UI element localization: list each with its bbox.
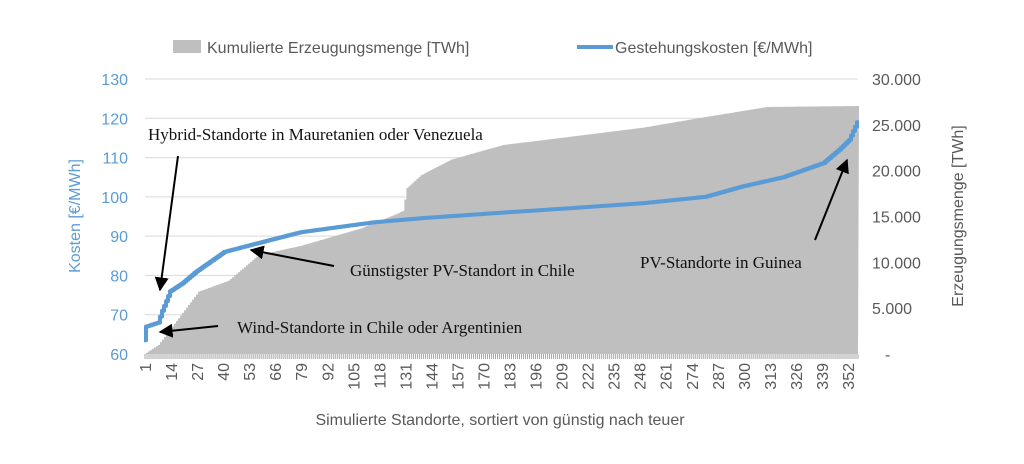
x-axis-tick-marks: [144, 354, 859, 359]
right-y-tick-label: 10.000: [872, 255, 921, 272]
left-y-tick-label: 90: [110, 229, 128, 246]
x-tick-label: 183: [503, 363, 520, 390]
x-tick-label: 1: [138, 363, 155, 372]
left-y-axis-labels: 60 70 80 90 100 110 120 130: [101, 72, 128, 364]
x-tick-label: 118: [372, 363, 389, 389]
annotation-arrow-pv-guinea: [814, 158, 849, 241]
legend-label-area: Kumulierte Erzeugungsmenge [TWh]: [207, 40, 469, 57]
x-tick-label: 105: [346, 363, 363, 390]
x-tick-label: 339: [815, 363, 832, 390]
x-tick-label: 248: [633, 363, 650, 390]
x-tick-label: 326: [789, 363, 806, 390]
annotation-wind: Wind-Standorte in Chile oder Argentinien: [237, 318, 523, 337]
right-y-tick-label: 25.000: [872, 118, 921, 135]
left-y-tick-label: 110: [102, 151, 128, 168]
x-tick-label: 209: [555, 363, 572, 390]
x-axis-title: Simulierte Standorte, sortiert von günst…: [315, 412, 685, 429]
x-axis-labels: 1 14 27 40 53 66 79 92 105 118 131 144 157 170 183 196 2…: [138, 363, 858, 390]
x-tick-label: 261: [659, 363, 676, 390]
x-tick-label: 274: [685, 363, 702, 390]
annotations: Hybrid-Standorte in Mauretanien oder Ven…: [148, 125, 849, 338]
left-y-axis-title: Kosten [€/MWh]: [67, 159, 84, 273]
left-y-tick-label: 70: [110, 308, 128, 325]
x-tick-label: 79: [294, 363, 311, 381]
x-tick-label: 27: [190, 363, 207, 381]
x-tick-label: 222: [581, 363, 598, 390]
left-y-tick-label: 100: [101, 190, 128, 207]
annotation-arrow-wind: [158, 323, 219, 338]
right-y-tick-label: -: [885, 347, 890, 364]
x-tick-label: 144: [424, 363, 441, 390]
right-y-axis-title: Erzeugungsmenge [TWh]: [950, 125, 967, 306]
left-y-tick-label: 120: [101, 111, 128, 128]
x-tick-label: 92: [320, 363, 337, 381]
x-tick-label: 53: [242, 363, 259, 381]
x-tick-label: 170: [476, 363, 493, 390]
x-tick-label: 313: [763, 363, 780, 390]
right-y-tick-label: 20.000: [872, 164, 921, 181]
x-tick-label: 300: [737, 363, 754, 390]
right-y-tick-label: 15.000: [872, 210, 921, 227]
legend: Kumulierte Erzeugungsmenge [TWh] Gestehu…: [173, 40, 812, 57]
annotation-arrow-pv-chile: [249, 245, 335, 267]
x-tick-label: 235: [607, 363, 624, 390]
x-tick-label: 352: [841, 363, 858, 390]
legend-label-line: Gestehungskosten [€/MWh]: [615, 40, 812, 57]
x-tick-label: 40: [216, 363, 233, 381]
left-y-tick-label: 60: [110, 347, 128, 364]
cost-line: [144, 120, 859, 343]
annotation-arrow-hybrid: [154, 155, 179, 292]
x-tick-label: 157: [450, 363, 467, 390]
left-y-tick-label: 130: [101, 72, 128, 89]
annotation-pv-guinea: PV-Standorte in Guinea: [640, 253, 802, 272]
cumulative-generation-area: [144, 106, 859, 355]
left-y-tick-label: 80: [110, 268, 128, 285]
annotation-pv-chile: Günstigster PV-Standort in Chile: [350, 261, 575, 280]
right-y-axis-labels: - 5.000 10.000 15.000 20.000 25.000 30.000: [872, 72, 921, 364]
x-tick-label: 131: [398, 363, 415, 390]
legend-swatch-area: [173, 40, 201, 53]
x-tick-label: 66: [268, 363, 285, 381]
right-y-tick-label: 30.000: [872, 72, 921, 89]
x-tick-label: 14: [164, 363, 181, 381]
x-tick-label: 287: [711, 363, 728, 390]
x-tick-label: 196: [529, 363, 546, 390]
right-y-tick-label: 5.000: [872, 301, 912, 318]
annotation-hybrid: Hybrid-Standorte in Mauretanien oder Ven…: [148, 125, 483, 144]
